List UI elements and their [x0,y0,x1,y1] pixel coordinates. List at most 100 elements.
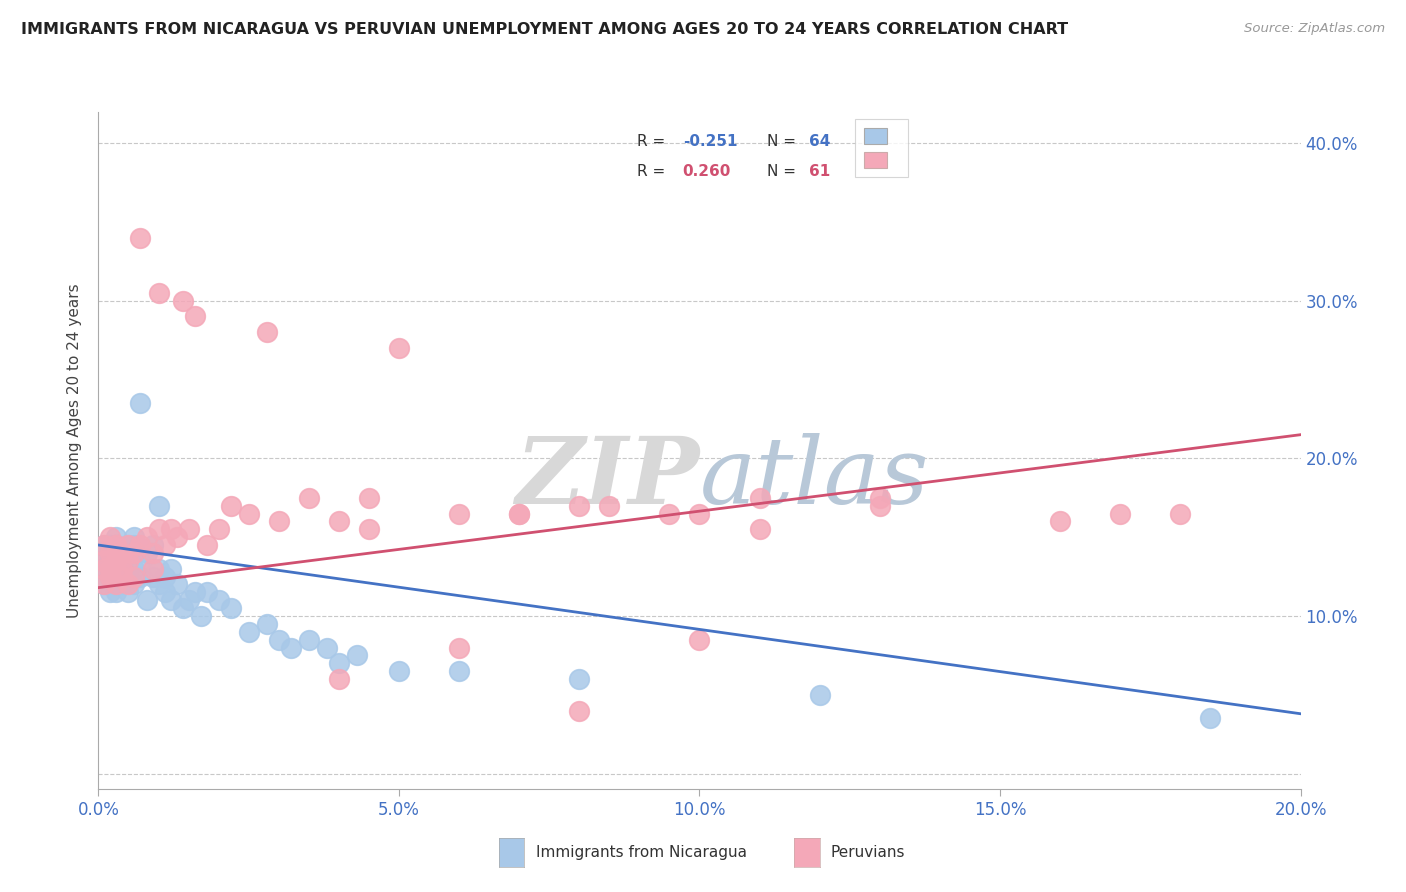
Point [1199,711,1222,725]
Text: 61: 61 [808,163,830,178]
Point [357,491,380,505]
Point [1170,507,1192,521]
Point [153,585,176,599]
Point [129,230,152,244]
Text: atlas: atlas [700,433,929,523]
Point [117,538,139,552]
Point [568,499,591,513]
Point [117,546,139,560]
Point [105,562,128,576]
Point [111,562,134,576]
Point [153,569,176,583]
Point [208,593,231,607]
Point [357,522,380,536]
Point [219,499,242,513]
Point [100,538,122,552]
Point [256,616,278,631]
Point [658,507,681,521]
Text: 0.260: 0.260 [683,163,731,178]
Point [267,632,290,647]
Point [111,569,134,583]
Point [208,522,231,536]
Point [105,538,128,552]
Point [105,530,128,544]
Point [100,530,122,544]
Point [159,522,181,536]
Point [93,546,115,560]
Point [117,554,139,568]
Point [315,640,337,655]
Point [111,554,134,568]
Point [148,285,170,300]
Point [93,577,115,591]
Point [148,522,170,536]
Point [148,577,170,591]
Point [129,396,152,410]
Y-axis label: Unemployment Among Ages 20 to 24 years: Unemployment Among Ages 20 to 24 years [67,283,83,618]
Point [93,577,115,591]
Point [298,491,321,505]
Text: N =: N = [766,163,800,178]
Text: IMMIGRANTS FROM NICARAGUA VS PERUVIAN UNEMPLOYMENT AMONG AGES 20 TO 24 YEARS COR: IMMIGRANTS FROM NICARAGUA VS PERUVIAN UN… [21,22,1069,37]
Point [117,538,139,552]
Point [508,507,530,521]
Point [135,530,157,544]
Point [1049,515,1071,529]
Point [238,624,260,639]
Point [298,632,321,647]
Point [124,530,146,544]
Point [166,577,188,591]
Point [135,593,157,607]
Point [328,657,350,671]
Text: Source: ZipAtlas.com: Source: ZipAtlas.com [1244,22,1385,36]
Point [124,546,146,560]
Point [267,515,290,529]
Text: Peruvians: Peruvians [831,846,905,860]
Point [141,538,163,552]
Point [153,538,176,552]
Point [93,554,115,568]
Point [105,538,128,552]
Point [172,601,194,615]
Point [388,664,411,678]
Point [100,569,122,583]
Point [447,664,470,678]
Point [177,522,200,536]
Point [129,569,152,583]
Point [93,538,115,552]
Point [166,530,188,544]
Text: ZIP: ZIP [515,433,700,523]
Point [93,562,115,576]
Point [117,577,139,591]
Point [141,562,163,576]
Point [100,585,122,599]
Point [105,577,128,591]
Point [124,538,146,552]
Text: -0.251: -0.251 [683,134,737,149]
Point [748,491,770,505]
Point [100,546,122,560]
Point [689,507,711,521]
Point [141,546,163,560]
Point [346,648,368,663]
Point [447,507,470,521]
Point [129,554,152,568]
Point [100,569,122,583]
Point [105,585,128,599]
Point [568,672,591,686]
Text: R =: R = [637,163,671,178]
Point [748,522,770,536]
Point [172,293,194,308]
Text: Immigrants from Nicaragua: Immigrants from Nicaragua [536,846,747,860]
Point [100,562,122,576]
Point [219,601,242,615]
Text: 64: 64 [808,134,831,149]
Point [117,569,139,583]
Point [508,507,530,521]
Point [447,640,470,655]
Point [124,577,146,591]
Point [111,562,134,576]
Point [100,569,122,583]
Point [100,546,122,560]
Point [117,585,139,599]
